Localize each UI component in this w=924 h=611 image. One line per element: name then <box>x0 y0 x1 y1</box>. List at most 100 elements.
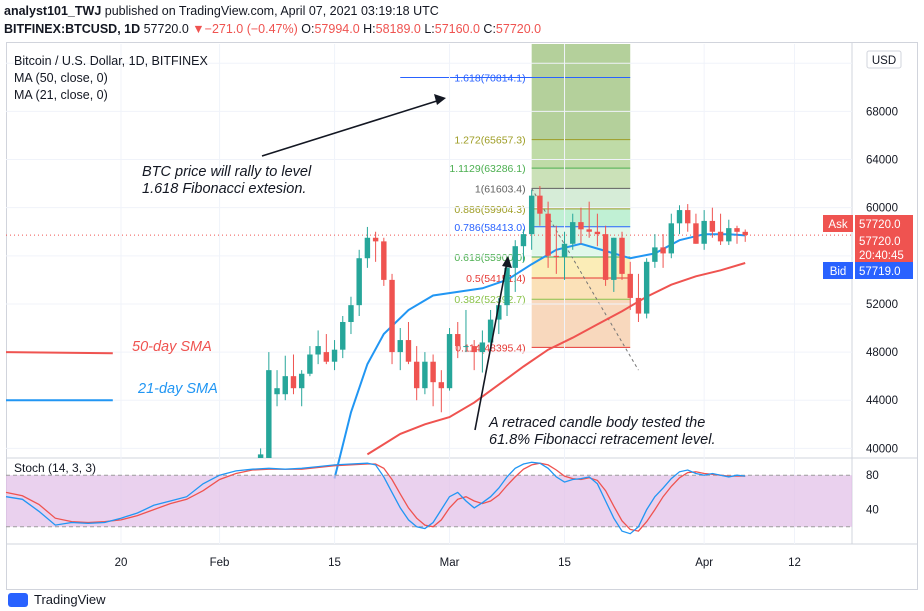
stoch-tick-label: 80 <box>866 470 879 482</box>
open-label: O: <box>301 22 315 36</box>
ma50-line-stub <box>5 351 113 355</box>
candle-body <box>726 228 732 242</box>
candle-body <box>570 222 576 244</box>
candle-body <box>413 361 420 389</box>
currency-label[interactable]: USD <box>872 55 896 67</box>
candle-body <box>323 352 330 362</box>
candle-body <box>602 234 609 280</box>
candle-body <box>578 222 584 230</box>
fib-level-label: 0.786(58413.0) <box>454 222 525 234</box>
time-tick-label: 20 <box>115 557 128 569</box>
candle-body <box>676 210 683 224</box>
fib-zone-band <box>531 168 631 189</box>
candle-body <box>348 305 354 323</box>
candle-body <box>364 237 371 259</box>
legend-title: Bitcoin / U.S. Dollar, 1D, BITFINEX <box>14 54 208 68</box>
candle-body <box>479 342 486 353</box>
ask-tag <box>823 215 853 232</box>
time-tick-label: Apr <box>695 557 713 569</box>
candle-body <box>528 195 535 235</box>
tradingview-brand: TradingView <box>34 592 106 607</box>
price-tick-label: 60000 <box>866 203 898 215</box>
price-tick-label: 48000 <box>866 347 898 359</box>
down-arrow-icon: ▼ <box>192 22 205 36</box>
candle-body <box>635 297 642 314</box>
fib-trend-line <box>531 188 639 371</box>
price-tick-label: 40000 <box>866 443 898 455</box>
chart-frame[interactable] <box>6 42 918 590</box>
price-tick-label: 52000 <box>866 299 898 311</box>
annotation-sma50: 50-day SMA <box>132 339 212 355</box>
ma21-line <box>333 233 746 479</box>
symbol-text: BITFINEX:BTCUSD, 1D <box>4 22 141 36</box>
candle-body <box>652 247 658 262</box>
fib-zone-band <box>531 139 631 169</box>
arrow-head-icon <box>502 256 512 268</box>
tradingview-logo[interactable]: TradingView <box>8 592 106 607</box>
candle-body <box>389 279 395 353</box>
candle-body <box>356 258 362 306</box>
ask-price: 57720.0 <box>859 219 901 231</box>
fib-level-label: 1.272(65657.3) <box>454 135 525 147</box>
price-tick-label: 44000 <box>866 395 898 407</box>
high-label: H: <box>363 22 376 36</box>
candle-body <box>372 237 379 242</box>
change-value: −271.0 (−0.47%) <box>204 22 298 36</box>
candle-body <box>611 237 617 280</box>
symbol-info: BITFINEX:BTCUSD, 1D 57720.0 ▼−271.0 (−0.… <box>4 22 541 36</box>
publish-info: analyst101_TWJ published on TradingView.… <box>4 4 439 18</box>
annotation-rally-line2: 1.618 Fibonacci extesion. <box>142 181 306 197</box>
candle-body <box>307 354 313 374</box>
bid-label: Bid <box>830 266 847 278</box>
candle-body <box>340 322 346 350</box>
candle-body <box>512 246 518 268</box>
tradingview-logo-icon <box>8 592 28 607</box>
stoch-tick-label: 40 <box>866 505 879 517</box>
candle-body <box>290 376 297 389</box>
time-tick-label: 15 <box>328 557 341 569</box>
time-tick-label: 12 <box>788 557 801 569</box>
candle-body <box>331 349 338 362</box>
candle-body <box>701 220 707 244</box>
candle-body <box>561 243 568 258</box>
fib-level-label: 1.618(70814.1) <box>454 73 525 85</box>
candle-body <box>405 340 412 362</box>
author-name: analyst101_TWJ <box>4 4 102 18</box>
candle-body <box>685 210 691 224</box>
candle-body <box>446 334 453 389</box>
candle-body <box>422 361 428 389</box>
close-label: C: <box>483 22 496 36</box>
stoch-band <box>6 475 852 527</box>
fib-zone-band <box>531 299 631 348</box>
candle-body <box>668 223 675 254</box>
price-tick-label: 64000 <box>866 155 898 167</box>
fib-zone-band <box>531 77 631 140</box>
close-value: 57720.0 <box>495 22 542 36</box>
bar-countdown: 20:40:45 <box>859 250 904 262</box>
candle-body <box>709 220 716 232</box>
arrow-head-icon <box>434 94 446 105</box>
candle-body <box>537 195 543 214</box>
bid-price-tag <box>855 262 913 279</box>
candle-body <box>315 346 321 355</box>
time-tick-label: Mar <box>440 557 460 569</box>
last-price-tag <box>855 232 913 263</box>
candle-body <box>463 346 469 348</box>
fib-level-label: 0.5(54151.4) <box>466 273 526 285</box>
candle-body <box>471 346 477 353</box>
candle-body <box>487 319 494 343</box>
ask-label: Ask <box>828 219 847 231</box>
currency-box[interactable] <box>866 50 902 69</box>
low-value: 57160.0 <box>434 22 480 36</box>
candle-body <box>660 247 666 254</box>
candle-body <box>397 340 403 353</box>
candle-body <box>643 261 650 314</box>
time-tick-label: Feb <box>210 557 230 569</box>
published-text: published on TradingView.com, April 07, … <box>104 4 439 18</box>
last-price: 57720.0 <box>143 22 189 36</box>
candle-body <box>455 334 461 347</box>
last-price-axis: 57720.0 <box>859 236 901 248</box>
candle-body <box>257 454 264 458</box>
legend-stoch: Stoch (14, 3, 3) <box>14 461 96 475</box>
